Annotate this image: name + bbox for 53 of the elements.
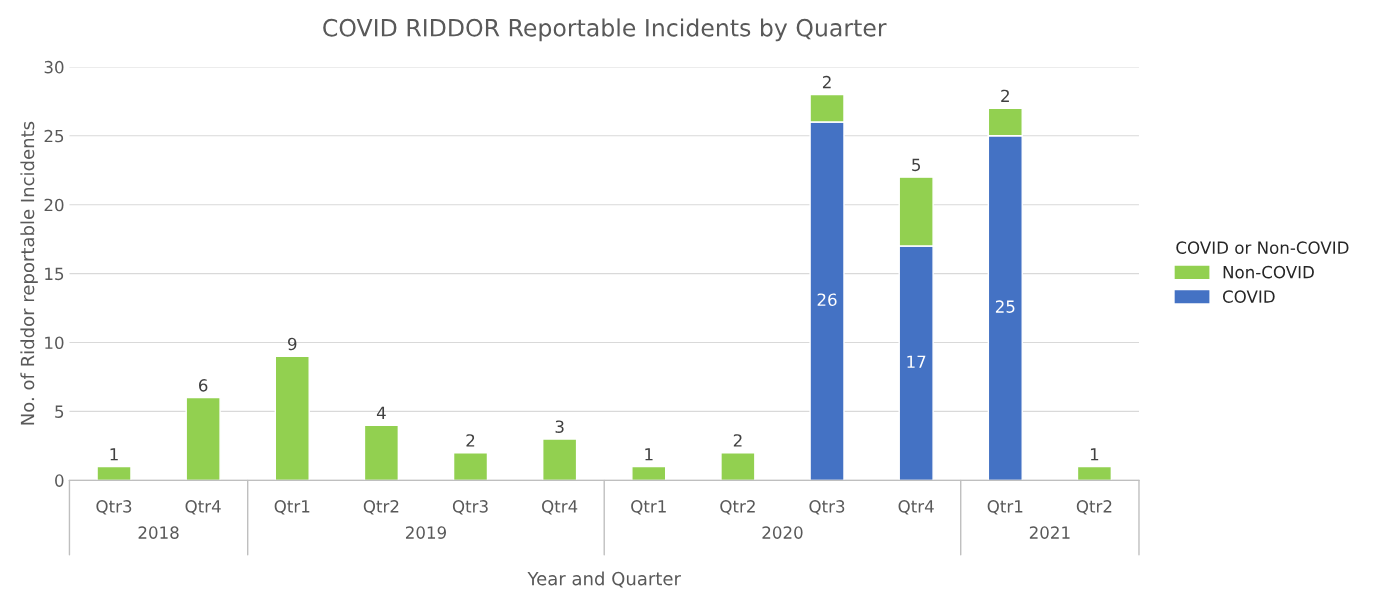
x-tick-label: Qtr4 <box>185 500 221 515</box>
y-axis-title: No. of Riddor reportable Incidents <box>20 121 38 425</box>
y-tick-label: 0 <box>55 474 64 487</box>
y-tick-label: 30 <box>44 60 64 74</box>
x-tick-label: Qtr1 <box>987 500 1023 515</box>
data-label: 25 <box>995 300 1015 313</box>
y-tick-label: 20 <box>44 198 64 212</box>
x-tick-label: Qtr1 <box>274 500 310 515</box>
x-tick-label: Qtr4 <box>542 500 578 515</box>
data-label: 3 <box>555 420 564 433</box>
data-label: 1 <box>1090 448 1099 461</box>
y-tick-label: 5 <box>55 405 64 418</box>
x-tick-label: Qtr2 <box>363 500 399 515</box>
x-tick-label: Qtr1 <box>631 500 666 515</box>
x-tick-label: Qtr2 <box>720 500 755 515</box>
bar <box>185 396 221 481</box>
y-tick-label: 10 <box>45 336 64 350</box>
x-tick-label: Qtr4 <box>898 500 934 515</box>
bar <box>96 465 132 481</box>
x-tick-label: Qtr2 <box>1076 500 1112 515</box>
data-label: 26 <box>817 293 837 306</box>
y-tick-label: 25 <box>44 129 64 143</box>
legend-label: Non-COVID <box>1223 265 1314 279</box>
data-label: 2 <box>822 75 831 89</box>
text: 2018 <box>138 526 179 539</box>
data-label: 1 <box>110 448 118 461</box>
y-tick-label: 15 <box>45 267 64 281</box>
data-label: 17 <box>907 355 926 368</box>
data-label: 6 <box>199 379 208 392</box>
x-tick-label: Qtr3 <box>96 500 132 515</box>
bar <box>720 452 756 481</box>
data-label: 4 <box>376 406 386 419</box>
bar <box>631 465 667 481</box>
bar <box>452 452 489 481</box>
x-tick-label: Qtr3 <box>809 500 845 515</box>
x-axis-title: Year and Quarter <box>527 571 681 588</box>
bar <box>363 424 400 481</box>
chart-title: COVID RIDDOR Reportable Incidents by Quarter <box>323 18 887 42</box>
legend-title: COVID or Non-COVID <box>1176 241 1349 254</box>
text: 2020 <box>762 526 803 539</box>
data-label: 1 <box>645 448 653 461</box>
legend-label: COVID <box>1222 290 1275 303</box>
data-label: 5 <box>912 158 921 172</box>
bar <box>274 355 310 481</box>
data-label: 2 <box>733 434 742 447</box>
bar <box>542 438 578 481</box>
data-label: 9 <box>288 337 297 351</box>
text: 2021 <box>1029 526 1070 539</box>
data-label: 2 <box>1001 89 1009 102</box>
data-label: 2 <box>466 434 475 447</box>
bar <box>1076 465 1113 481</box>
text: 2019 <box>405 526 446 539</box>
x-tick-label: Qtr3 <box>452 500 488 515</box>
